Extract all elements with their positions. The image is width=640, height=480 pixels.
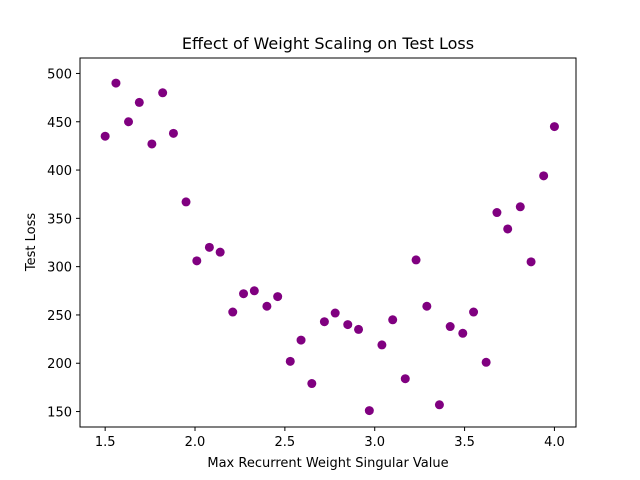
x-tick-label: 1.5 <box>95 435 116 450</box>
data-point <box>249 286 259 296</box>
y-tick-label: 400 <box>47 164 72 179</box>
data-point <box>134 97 144 107</box>
data-point <box>228 307 238 317</box>
data-point <box>343 320 353 330</box>
y-tick-label: 250 <box>47 309 72 324</box>
data-point <box>204 242 214 252</box>
plot-frame <box>79 57 577 428</box>
data-point <box>307 379 317 389</box>
x-tick-label: 3.5 <box>454 435 475 450</box>
data-point <box>124 117 134 127</box>
data-point <box>400 374 410 384</box>
x-axis-label: Max Recurrent Weight Singular Value <box>207 456 448 471</box>
data-point <box>364 406 374 416</box>
data-point <box>445 322 455 332</box>
y-tick-label: 450 <box>47 116 72 131</box>
data-point <box>262 301 272 311</box>
data-point <box>239 289 249 299</box>
data-point <box>354 324 364 334</box>
y-axis: 150 200 250 300 350 400 450 500 <box>47 67 80 421</box>
data-point <box>539 171 549 181</box>
data-point <box>168 128 178 138</box>
y-tick-label: 350 <box>47 212 72 227</box>
y-tick-label: 500 <box>47 67 72 82</box>
data-point <box>111 78 121 88</box>
data-point <box>411 255 421 265</box>
data-point <box>192 256 202 266</box>
x-tick-label: 2.0 <box>185 435 206 450</box>
data-point <box>458 328 468 338</box>
data-point <box>273 292 283 302</box>
x-tick-label: 3.0 <box>364 435 385 450</box>
y-tick-label: 200 <box>47 357 72 372</box>
data-point <box>158 88 168 98</box>
y-tick-label: 300 <box>47 261 72 276</box>
data-point <box>100 131 110 141</box>
data-point <box>388 315 398 325</box>
data-point <box>469 307 479 317</box>
data-point <box>515 202 525 212</box>
data-point <box>481 357 491 367</box>
y-axis-label: Test Loss <box>24 213 39 272</box>
data-point <box>377 340 387 350</box>
data-point <box>319 317 329 327</box>
data-point <box>422 301 432 311</box>
data-point <box>549 122 559 132</box>
points-layer <box>100 78 559 416</box>
data-point <box>503 224 513 234</box>
chart-title: Effect of Weight Scaling on Test Loss <box>182 34 474 53</box>
data-point <box>215 247 225 257</box>
data-point <box>285 356 295 366</box>
data-point <box>181 197 191 207</box>
x-axis: 1.5 2.0 2.5 3.0 3.5 4.0 <box>95 427 565 450</box>
data-point <box>330 308 340 318</box>
y-tick-label: 150 <box>47 406 72 421</box>
x-tick-label: 4.0 <box>544 435 565 450</box>
x-tick-label: 2.5 <box>275 435 296 450</box>
data-point <box>526 257 536 267</box>
data-point <box>434 400 444 410</box>
data-point <box>147 139 157 149</box>
data-point <box>492 208 502 218</box>
data-point <box>296 335 306 345</box>
